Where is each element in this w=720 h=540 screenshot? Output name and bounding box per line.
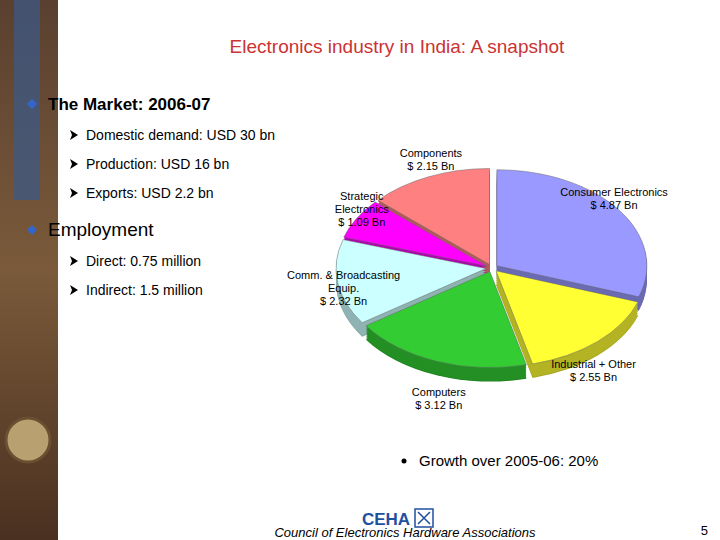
sub-bullet-marker bbox=[70, 159, 78, 169]
bullet-marker bbox=[27, 99, 37, 109]
slice-value-label: $ 1.09 Bn bbox=[338, 216, 385, 228]
medal bbox=[6, 418, 50, 462]
slide: Electronics industry in India: A snapsho… bbox=[0, 0, 720, 540]
slice-label: Consumer Electronics bbox=[560, 186, 668, 198]
side-strip bbox=[0, 0, 58, 540]
sub-bullet: Exports: USD 2.2 bn bbox=[86, 185, 214, 201]
sub-bullet-marker bbox=[70, 188, 78, 198]
slice-value-label: $ 2.15 Bn bbox=[407, 160, 454, 172]
bullet-marker bbox=[402, 459, 407, 464]
ribbon bbox=[14, 0, 40, 200]
note: Growth over 2005-06: 20% bbox=[419, 452, 598, 469]
footer: Council of Electronics Hardware Associat… bbox=[274, 525, 536, 540]
bullet: The Market: 2006-07 bbox=[48, 95, 211, 114]
sub-bullet: Domestic demand: USD 30 bn bbox=[86, 127, 275, 143]
sub-bullet: Indirect: 1.5 million bbox=[86, 282, 203, 298]
sub-bullet: Direct: 0.75 million bbox=[86, 253, 201, 269]
logo-icon bbox=[418, 512, 430, 524]
slice-value-label: $ 3.12 Bn bbox=[415, 399, 462, 411]
slice-value-label: $ 2.55 Bn bbox=[570, 371, 617, 383]
title: Electronics industry in India: A snapsho… bbox=[230, 36, 566, 57]
slice-label: Computers bbox=[412, 386, 466, 398]
sub-bullet-marker bbox=[70, 256, 78, 266]
slice bbox=[378, 168, 490, 264]
slice-label: Components bbox=[400, 147, 463, 159]
slice-label: Industrial + Other bbox=[551, 358, 636, 370]
sub-bullet-marker bbox=[70, 130, 78, 140]
slice-value-label: $ 4.87 Bn bbox=[590, 199, 637, 211]
sub-bullet: Production: USD 16 bn bbox=[86, 156, 229, 172]
slice-value-label: $ 2.32 Bn bbox=[320, 295, 367, 307]
bullet-marker bbox=[27, 225, 37, 235]
sub-bullet-marker bbox=[70, 285, 78, 295]
slice-label: StrategicElectronics bbox=[335, 190, 389, 215]
slice-label: Comm. & BroadcastingEquip. bbox=[287, 269, 400, 294]
bullet: Employment bbox=[48, 219, 154, 240]
data-labels: Consumer Electronics$ 4.87 Bn Industrial … bbox=[287, 147, 668, 411]
page-number: 5 bbox=[701, 523, 708, 538]
